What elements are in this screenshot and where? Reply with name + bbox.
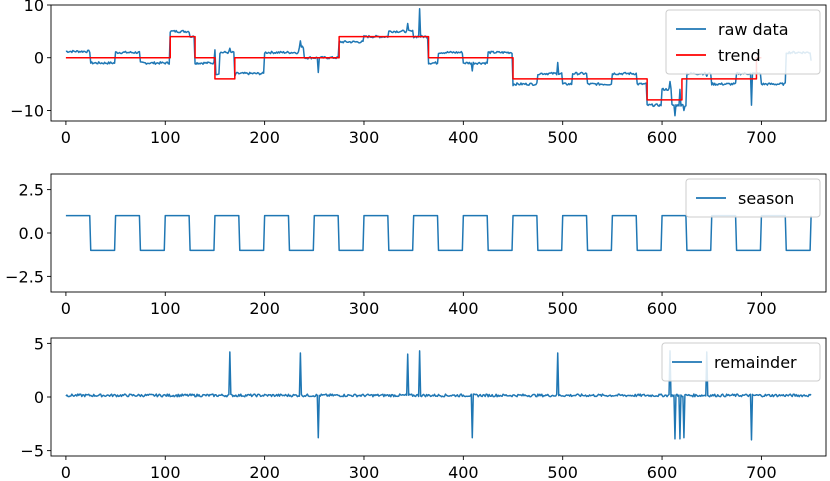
- x-tick-label: 100: [150, 299, 181, 318]
- y-tick-label: −10: [10, 101, 44, 120]
- x-tick-label: 300: [349, 463, 380, 481]
- x-tick-label: 300: [349, 299, 380, 318]
- x-tick-label: 700: [746, 463, 777, 481]
- x-tick-label: 600: [647, 128, 678, 147]
- legend: season: [685, 178, 821, 218]
- x-tick-label: 0: [61, 299, 71, 318]
- x-tick-label: 400: [448, 463, 479, 481]
- y-tick-label: 10: [24, 0, 44, 15]
- x-tick-label: 0: [61, 463, 71, 481]
- legend-label-remainder: remainder: [714, 353, 797, 372]
- legend-box: [665, 9, 821, 75]
- x-tick-label: 200: [249, 299, 280, 318]
- y-tick-label: −2.5: [5, 267, 44, 286]
- y-tick-label: 0: [34, 388, 44, 407]
- x-tick-label: 200: [249, 463, 280, 481]
- x-tick-label: 700: [746, 299, 777, 318]
- x-tick-label: 400: [448, 299, 479, 318]
- legend-box: [685, 178, 821, 218]
- legend-label-trend: trend: [718, 46, 761, 65]
- series-line-trend: [65, 35, 762, 101]
- x-tick-label: 200: [249, 128, 280, 147]
- x-tick-label: 300: [349, 128, 380, 147]
- legend-label-season: season: [738, 189, 794, 208]
- x-tick-label: 400: [448, 128, 479, 147]
- x-tick-label: 100: [150, 463, 181, 481]
- x-tick-label: 700: [746, 128, 777, 147]
- y-tick-label: 2.5: [19, 181, 44, 200]
- x-tick-label: 500: [547, 463, 578, 481]
- panel-2: 0 100 200 300 400 500 600 700 −2.5 0.0 2.5 season: [5, 173, 827, 318]
- series-line-season: [65, 214, 812, 252]
- panel-3: 0 100 200 300 400 500 600 700 −5 0 5 remainder: [20, 334, 827, 481]
- y-tick-label: −5: [20, 442, 44, 461]
- series-group: [65, 350, 812, 441]
- series-line-remainder: [65, 350, 812, 441]
- x-tick-label: 500: [547, 299, 578, 318]
- x-tick-label: 500: [547, 128, 578, 147]
- y-tick-label: 0: [34, 49, 44, 68]
- y-tick-label: 0.0: [19, 224, 44, 243]
- x-tick-label: 100: [150, 128, 181, 147]
- x-tick-label: 0: [61, 128, 71, 147]
- panel-1: 0 100 200 300 400 500 600 700 −10 0 10 raw data tren…: [10, 0, 827, 147]
- x-tick-label: 600: [647, 299, 678, 318]
- legend: remainder: [661, 342, 821, 382]
- axes-frame: [50, 4, 827, 122]
- legend-box: [661, 342, 821, 382]
- y-tick-label: 5: [34, 334, 44, 353]
- series-group: [65, 214, 812, 252]
- x-tick-label: 600: [647, 463, 678, 481]
- legend: raw data trend: [665, 9, 821, 75]
- legend-label-raw-data: raw data: [718, 20, 789, 39]
